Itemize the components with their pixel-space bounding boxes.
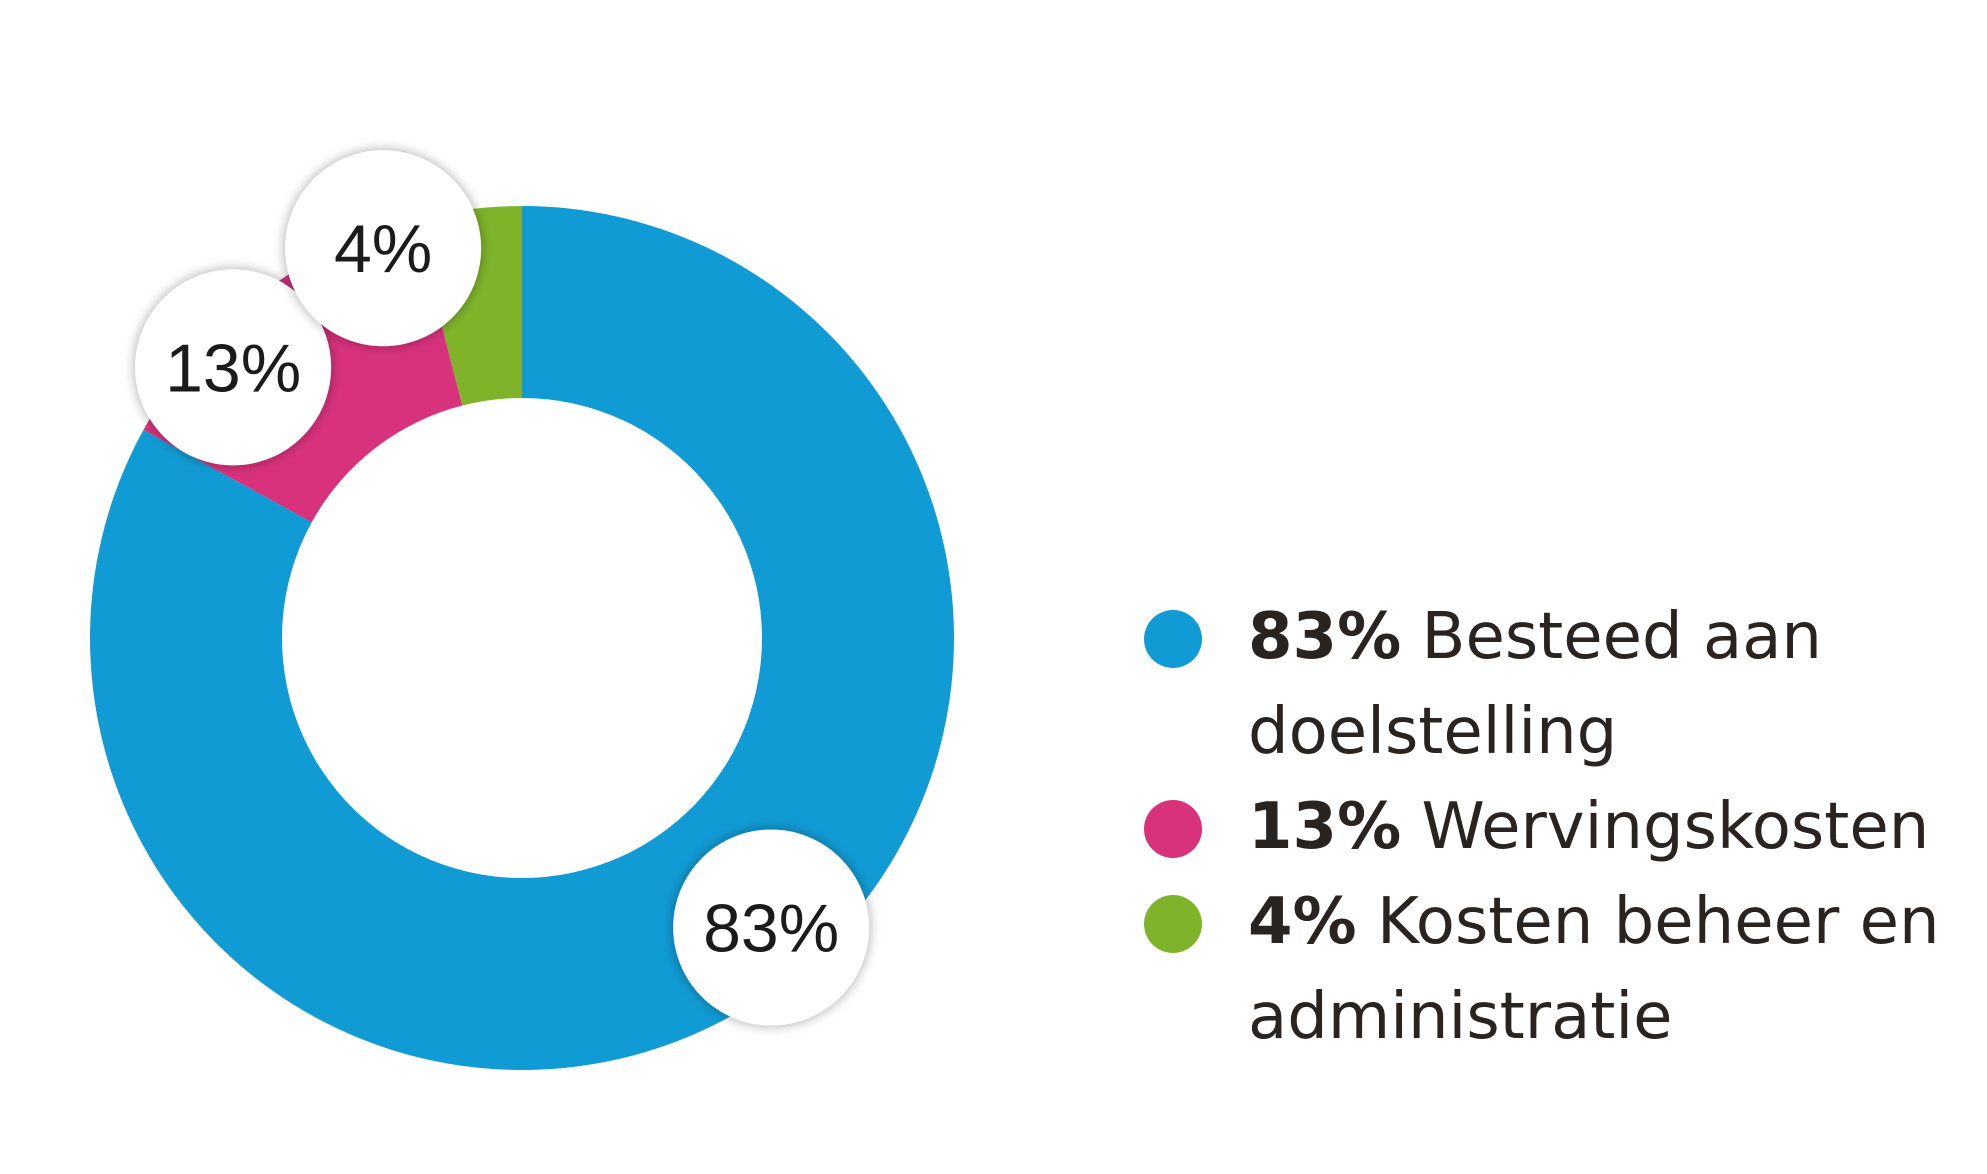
- badge-circle: [135, 269, 332, 466]
- slice-value-label: 13%: [165, 330, 301, 406]
- badge-circle: [673, 829, 870, 1026]
- legend-percentage: 13%: [1248, 790, 1402, 864]
- legend-label: Besteed aan doelstelling: [1248, 600, 1822, 769]
- slice-value-label: 83%: [703, 891, 839, 967]
- slice-value-badge-1: 83%: [673, 829, 870, 1026]
- legend-swatch-pink: [1144, 800, 1202, 858]
- slice-value-label: 4%: [334, 211, 432, 287]
- badge-circle: [285, 150, 482, 347]
- legend-swatch-green: [1144, 895, 1202, 953]
- legend-item-wervingskosten: 13% Wervingskosten: [1140, 780, 1960, 875]
- legend-label: Wervingskosten: [1421, 790, 1930, 864]
- chart-legend: 83% Besteed aan doelstelling 13% Werving…: [1140, 590, 1960, 1065]
- legend-item-doelstelling: 83% Besteed aan doelstelling: [1140, 590, 1960, 780]
- legend-label: Kosten beheer en administratie: [1248, 885, 1940, 1054]
- legend-percentage: 83%: [1248, 600, 1402, 674]
- legend-swatch-blue: [1144, 610, 1202, 668]
- legend-percentage: 4%: [1248, 885, 1357, 959]
- legend-item-beheer-administratie: 4% Kosten beheer en administratie: [1140, 875, 1960, 1065]
- slice-value-badge-2: 13%: [135, 269, 332, 466]
- slice-value-badge-3: 4%: [285, 150, 482, 347]
